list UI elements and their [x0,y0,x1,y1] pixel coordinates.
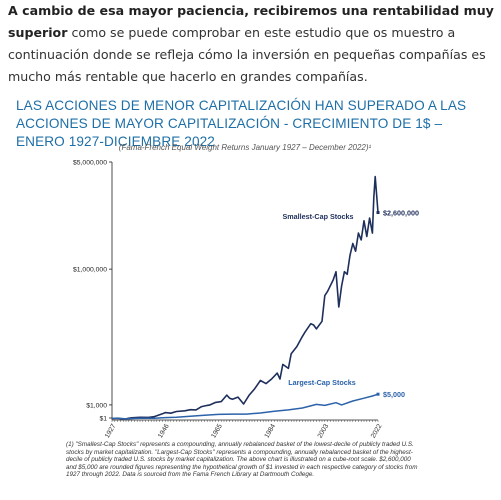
x-tick-label: 2003 [317,423,331,440]
smallest-cap-end-value: $2,600,000 [383,209,419,218]
smallest-cap-series-name: Smallest-Cap Stocks [282,212,353,221]
series-labels: $2,600,000 Smallest-Cap Stocks $5,000 Large… [282,209,419,400]
x-tick-label: 1946 [157,423,171,440]
intro-lead-text: A cambio de esa mayor paciencia, recibir… [8,3,494,40]
chart-footnote: (1) "Smallest-Cap Stocks" represents a c… [66,441,418,479]
y-tick-label: $1 [99,416,107,423]
largest-cap-line [111,393,379,420]
y-tick-label: $1,000 [86,402,107,409]
series-layer [111,175,380,420]
chart-title: (Fama-French Equal Weight Returns Januar… [119,143,372,152]
x-tick-label: 1984 [263,423,277,440]
smallest-cap-end-marker [376,211,380,215]
x-tick-label: 1965 [210,423,224,440]
intro-paragraph: A cambio de esa mayor paciencia, recibir… [8,0,494,88]
largest-cap-end-marker [376,392,380,396]
y-tick-label: $1,000,000 [73,267,107,274]
intro-body-text: como se puede comprobar en este estudio … [8,25,486,84]
chart-container: (Fama-French Equal Weight Returns Januar… [60,140,420,496]
y-tick-label: $5,000,000 [73,160,107,167]
smallest-cap-line [111,175,379,420]
growth-chart: (Fama-French Equal Weight Returns Januar… [73,143,419,440]
x-tick-label: 1927 [104,423,118,440]
x-tick-label: 2022 [370,423,384,440]
section-heading: LAS ACCIONES DE MENOR CAPITALIZACIÓN HAN… [16,98,467,149]
largest-cap-series-name: Largest-Cap Stocks [288,378,356,387]
largest-cap-end-value: $5,000 [383,390,405,399]
